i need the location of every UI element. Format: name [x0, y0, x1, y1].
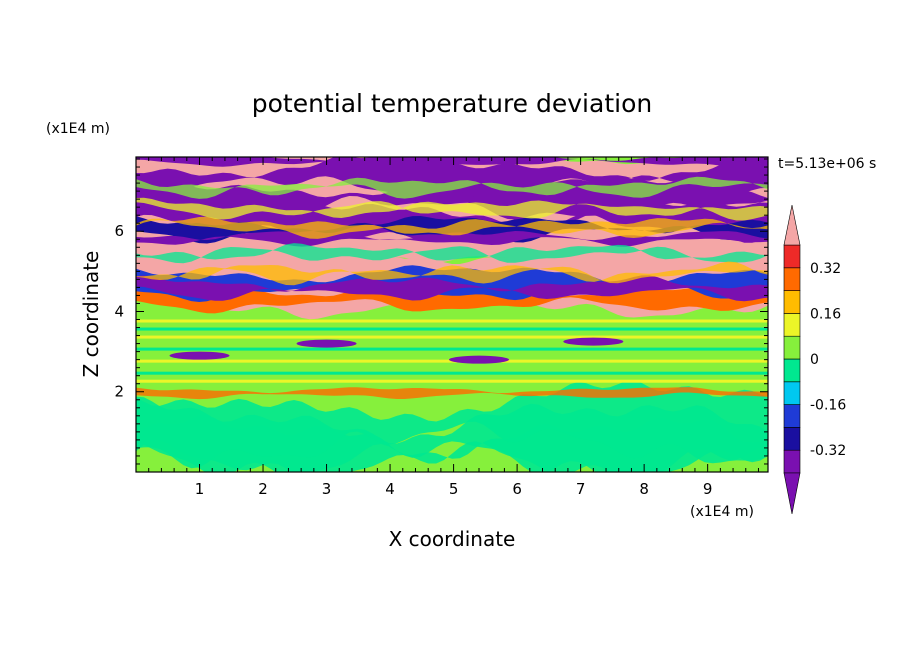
field-patch [296, 339, 357, 348]
colorbar-segment [783, 290, 801, 314]
x-tick-label: 3 [322, 480, 332, 498]
field-stripe [136, 371, 768, 375]
y-tick-label: 4 [114, 302, 124, 320]
colorbar-tick-label: 0.16 [810, 306, 841, 322]
colorbar-segment [783, 267, 801, 291]
colorbar-segment [783, 244, 801, 269]
x-tick-label: 1 [195, 480, 205, 498]
x-tick-label: 6 [512, 480, 522, 498]
x-tick-label: 8 [639, 480, 649, 498]
plot-field [136, 157, 768, 472]
field-stripe [136, 335, 768, 339]
chart-title: potential temperature deviation [252, 89, 652, 118]
colorbar-tick-label: -0.16 [810, 398, 846, 414]
colorbar-segment [783, 313, 801, 337]
colorbar-segment [783, 358, 801, 383]
x-tick-labels: 1 2 3 4 5 6 7 8 9 [195, 480, 713, 498]
plot-axes [135, 156, 769, 473]
y-unit-label: (x1E4 m) [46, 121, 110, 137]
time-label: t=5.13e+06 s [778, 156, 876, 172]
x-tick-label: 2 [258, 480, 268, 498]
colorbar-tick-label: -0.32 [810, 443, 846, 459]
field-stripe [136, 327, 768, 331]
field-band [136, 387, 768, 400]
field-edge [136, 197, 768, 221]
x-unit-label: (x1E4 m) [690, 504, 754, 520]
field-patch [448, 355, 509, 364]
field-band [136, 281, 768, 314]
colorbar-tick-label: 0.32 [810, 261, 841, 277]
field-band [136, 231, 768, 247]
field-band [136, 380, 768, 469]
colorbar-extend-high [783, 204, 801, 246]
y-tick-label: 2 [114, 383, 124, 401]
field-edge [136, 176, 768, 199]
field-edge [136, 216, 768, 239]
x-tick-label: 5 [449, 480, 459, 498]
y-tick-labels: 2 4 6 [114, 222, 124, 401]
field-stripe [136, 379, 768, 383]
colorbar-extend-low [783, 472, 801, 515]
colorbar [783, 204, 801, 515]
field-patch [169, 351, 230, 360]
x-tick-label: 4 [385, 480, 395, 498]
field-stripe [136, 319, 768, 323]
field-band [136, 157, 768, 199]
colorbar-segment [783, 335, 801, 360]
colorbar-segment [783, 381, 801, 405]
field-patch [563, 337, 624, 346]
field-edge [136, 261, 768, 286]
y-axis-label: Z coordinate [79, 251, 103, 378]
x-axis-label: X coordinate [389, 527, 516, 551]
plot-frame [135, 156, 769, 473]
colorbar-segment [783, 427, 801, 451]
field-layers [136, 157, 768, 472]
colorbar-tick-label: 0 [810, 352, 819, 368]
colorbar-segment [783, 404, 801, 428]
field-edge [136, 243, 768, 264]
y-tick-label: 6 [114, 222, 124, 240]
field-band [136, 157, 768, 167]
colorbar-segment [783, 449, 801, 474]
x-tick-label: 7 [576, 480, 586, 498]
x-tick-label: 9 [703, 480, 713, 498]
colorbar-tick-labels: 0.32 0.16 0 -0.16 -0.32 [810, 261, 846, 459]
field-stripe [136, 347, 768, 351]
